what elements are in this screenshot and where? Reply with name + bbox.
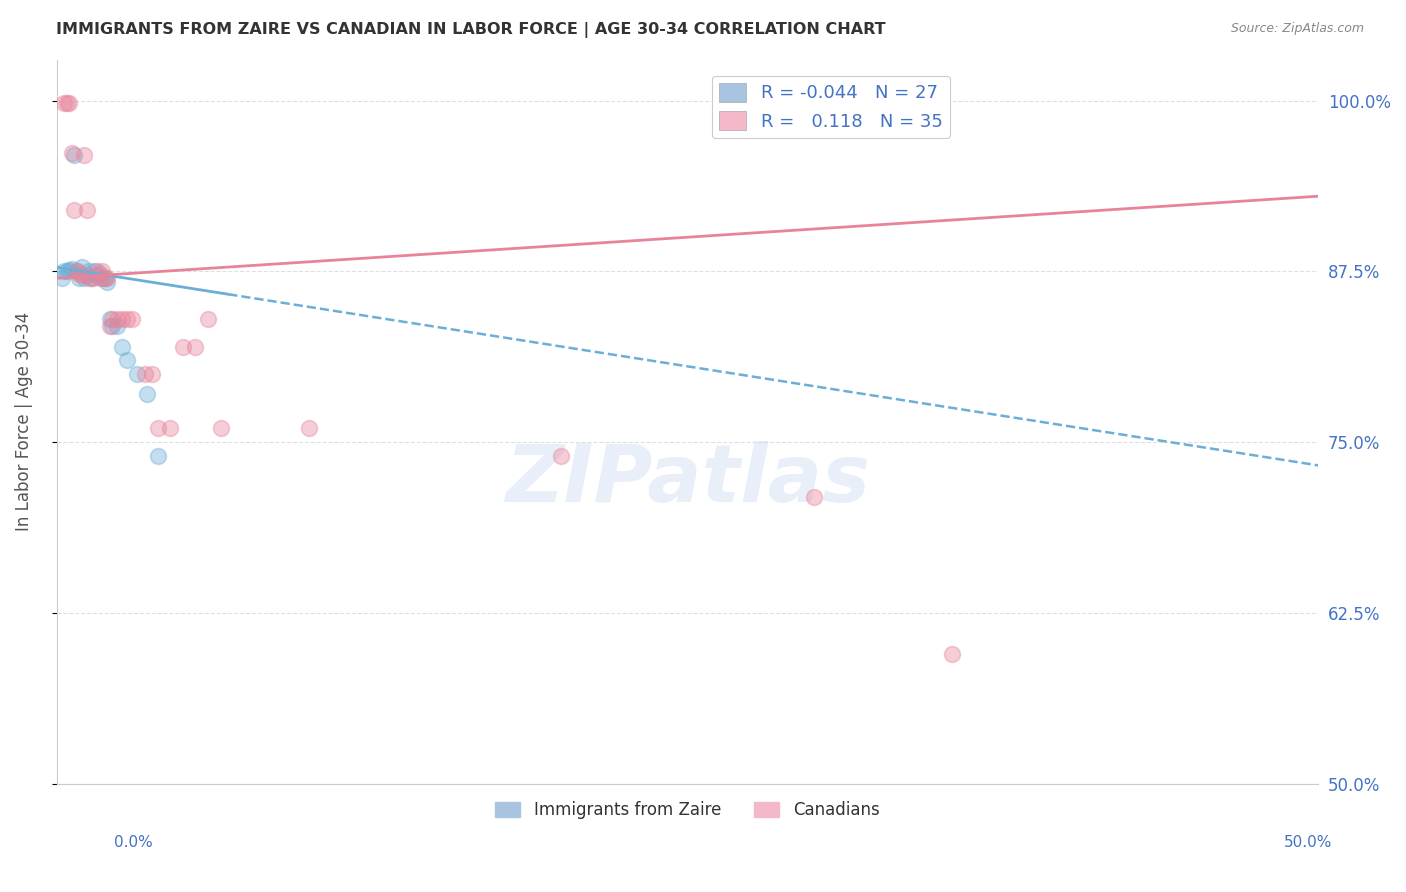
Point <box>209 421 232 435</box>
Point <box>117 353 139 368</box>
Point <box>101 319 124 334</box>
Point <box>79 271 101 285</box>
Text: IMMIGRANTS FROM ZAIRE VS CANADIAN IN LABOR FORCE | AGE 30-34 CORRELATION CHART: IMMIGRANTS FROM ZAIRE VS CANADIAN IN LAB… <box>56 22 886 38</box>
Point <box>550 449 572 463</box>
Point <box>67 271 90 285</box>
Point <box>51 271 73 285</box>
Point <box>58 96 80 111</box>
Point <box>80 271 103 285</box>
Point <box>66 264 89 278</box>
Point <box>172 339 194 353</box>
Point <box>89 267 111 281</box>
Point <box>98 312 121 326</box>
Point <box>96 271 118 285</box>
Point <box>111 312 134 326</box>
Point <box>70 260 93 275</box>
Point <box>101 312 124 326</box>
Point <box>73 271 96 285</box>
Point <box>76 202 98 217</box>
Point <box>184 339 207 353</box>
Point <box>76 268 98 283</box>
Point <box>93 271 115 285</box>
Point <box>105 312 128 326</box>
Point <box>83 264 105 278</box>
Point <box>298 421 321 435</box>
Text: 50.0%: 50.0% <box>1284 836 1331 850</box>
Point <box>67 267 90 281</box>
Point <box>53 264 76 278</box>
Point <box>80 271 103 285</box>
Point <box>89 271 111 285</box>
Point <box>117 312 139 326</box>
Point <box>136 387 159 401</box>
Point <box>70 268 93 283</box>
Point <box>55 264 77 278</box>
Point <box>941 647 963 661</box>
Point <box>159 421 181 435</box>
Point <box>73 148 96 162</box>
Point <box>91 264 114 278</box>
Point <box>146 449 169 463</box>
Y-axis label: In Labor Force | Age 30-34: In Labor Force | Age 30-34 <box>15 312 32 532</box>
Legend: Immigrants from Zaire, Canadians: Immigrants from Zaire, Canadians <box>489 795 886 826</box>
Point <box>134 367 156 381</box>
Point <box>127 367 149 381</box>
Point <box>105 319 128 334</box>
Point <box>197 312 219 326</box>
Point <box>86 268 108 283</box>
Point <box>98 319 121 334</box>
Point <box>60 145 83 160</box>
Point <box>60 261 83 276</box>
Point <box>63 202 86 217</box>
Text: Source: ZipAtlas.com: Source: ZipAtlas.com <box>1230 22 1364 36</box>
Point <box>141 367 163 381</box>
Point <box>58 263 80 277</box>
Text: 0.0%: 0.0% <box>114 836 153 850</box>
Point <box>66 264 89 278</box>
Point <box>55 96 77 111</box>
Point <box>111 339 134 353</box>
Point <box>803 490 825 504</box>
Text: ZIPatlas: ZIPatlas <box>505 441 870 518</box>
Point <box>121 312 143 326</box>
Point <box>86 264 108 278</box>
Point <box>91 271 114 285</box>
Point <box>96 275 118 289</box>
Point <box>93 271 115 285</box>
Point <box>146 421 169 435</box>
Point <box>63 148 86 162</box>
Point <box>79 264 101 278</box>
Point <box>53 96 76 111</box>
